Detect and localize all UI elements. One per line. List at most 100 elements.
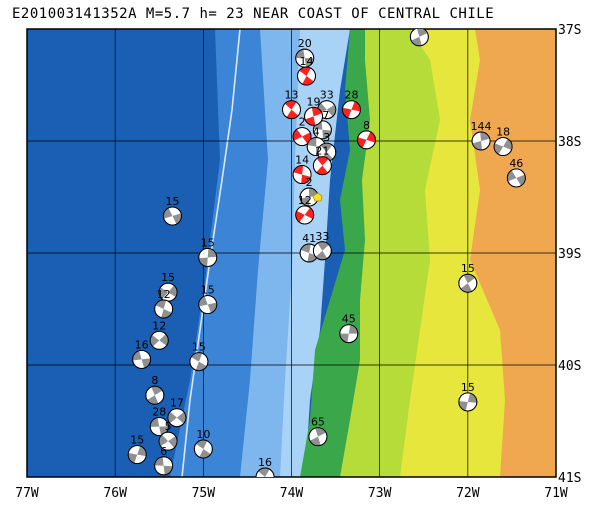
beachball-rim — [292, 165, 312, 185]
depth-label: 8 — [363, 119, 370, 132]
depth-label: 2 — [306, 176, 313, 189]
beachball-rim — [342, 100, 361, 120]
depth-label: 15 — [165, 195, 179, 208]
beachball-rim — [312, 241, 332, 261]
depth-label: 65 — [311, 416, 325, 429]
focal-mechanism: 21 — [312, 145, 332, 176]
beachball-rim — [304, 106, 323, 126]
latitude-label: 40S — [558, 359, 581, 374]
beachball-quadrant — [286, 109, 299, 119]
beachball-rim — [312, 156, 332, 176]
longitude-label: 73W — [368, 486, 392, 501]
depth-label: 144 — [471, 120, 492, 133]
depth-label: 12 — [157, 288, 171, 301]
beachball-quadrant — [258, 467, 270, 477]
beachball-rim — [295, 205, 315, 225]
beachball-rim — [339, 324, 359, 344]
focal-mechanism: 6 — [154, 445, 174, 476]
depth-label: 13 — [285, 89, 299, 102]
depth-label: 3 — [323, 131, 330, 144]
beachball-quadrant — [316, 165, 328, 175]
beachball-quadrant — [304, 207, 314, 220]
focal-mechanism: 46 — [506, 157, 526, 188]
beachball-quadrant — [339, 333, 349, 343]
beachball-quadrant — [494, 143, 504, 155]
depth-label: 21 — [315, 145, 329, 158]
focal-mechanism: 15 — [189, 341, 209, 372]
focal-mechanism: 12 — [295, 194, 315, 225]
beachball-quadrant — [150, 334, 160, 347]
beachball-quadrant — [295, 49, 305, 59]
depth-label: 10 — [196, 428, 210, 441]
beachball-rim — [132, 349, 152, 369]
longitude-label: 74W — [280, 486, 304, 501]
beachball-quadrant — [147, 395, 159, 405]
beachball-rim — [458, 273, 478, 293]
depth-label: 8 — [416, 16, 423, 29]
focal-mechanism: 8 — [145, 374, 165, 405]
focal-mechanism: 5 — [158, 420, 178, 451]
beachball-rim — [167, 408, 187, 428]
focal-mechanism: 18 — [493, 126, 513, 157]
beachball-quadrant — [141, 358, 151, 369]
beachball-rim — [312, 120, 332, 140]
depth-label: 15 — [161, 271, 175, 284]
beachball-quadrant — [458, 401, 468, 411]
beachball-quadrant — [295, 210, 305, 223]
focal-mechanism: 15 — [198, 284, 218, 314]
depth-label: 16 — [258, 456, 272, 469]
longitude-label: 76W — [103, 486, 127, 501]
beachball-rim — [292, 127, 312, 146]
beachball-quadrant — [348, 324, 358, 334]
beachball-quadrant — [302, 76, 314, 86]
depth-label: 41 — [302, 232, 316, 245]
beachball-rim — [297, 66, 316, 86]
beachball-quadrant — [167, 411, 177, 424]
depth-label: 4 — [313, 126, 320, 139]
depth-label: 14 — [295, 154, 309, 167]
depth-label: 8 — [151, 374, 158, 387]
focal-mechanism: 12 — [154, 288, 174, 319]
beachball-quadrant — [168, 285, 178, 297]
beachball-quadrant — [137, 446, 147, 457]
depth-label: 15 — [461, 381, 475, 394]
beachball-rim — [145, 385, 165, 405]
beachball-rim — [154, 299, 174, 319]
latitude-label: 37S — [558, 23, 581, 38]
beachball-quadrant — [195, 361, 207, 371]
beachball-quadrant — [516, 174, 526, 186]
beachball-quadrant — [207, 248, 217, 258]
beachball-quadrant — [132, 350, 142, 361]
beachball-rim — [193, 439, 213, 459]
beachball-rim — [356, 130, 376, 150]
beachball-quadrant — [301, 174, 311, 184]
latitude-label: 38S — [558, 135, 581, 150]
focal-mechanism: 2 — [299, 176, 319, 207]
map-title: E201003141352A M=5.7 h= 23 NEAR COAST OF… — [12, 6, 495, 22]
depth-label: 15 — [201, 236, 215, 249]
beachball-quadrant — [260, 477, 272, 486]
beachball-rim — [282, 100, 301, 120]
focal-mechanism: 15 — [198, 236, 218, 267]
beachball-quadrant — [151, 386, 163, 396]
focal-mechanism: 14 — [292, 154, 312, 185]
latitude-axis: 37S 38S 39S 40S 41S — [558, 23, 581, 486]
depth-label: 5 — [165, 420, 172, 433]
beachball-quadrant — [480, 132, 490, 141]
focal-mechanism: 15 — [458, 381, 478, 412]
beachball-quadrant — [417, 29, 428, 37]
beachball-quadrant — [154, 456, 164, 466]
longitude-label: 75W — [192, 486, 216, 501]
latitude-label: 39S — [558, 247, 581, 262]
beachball-quadrant — [472, 141, 482, 150]
beachball-quadrant — [507, 170, 517, 182]
beachball-quadrant — [326, 104, 336, 117]
depth-label: 15 — [192, 341, 206, 354]
depth-label: 33 — [320, 89, 334, 102]
depth-label: 12 — [298, 194, 312, 207]
longitude-label: 72W — [456, 486, 480, 501]
focal-mechanism: 13 — [282, 89, 301, 120]
beachball-quadrant — [159, 334, 169, 346]
beachball-rim — [149, 417, 169, 437]
